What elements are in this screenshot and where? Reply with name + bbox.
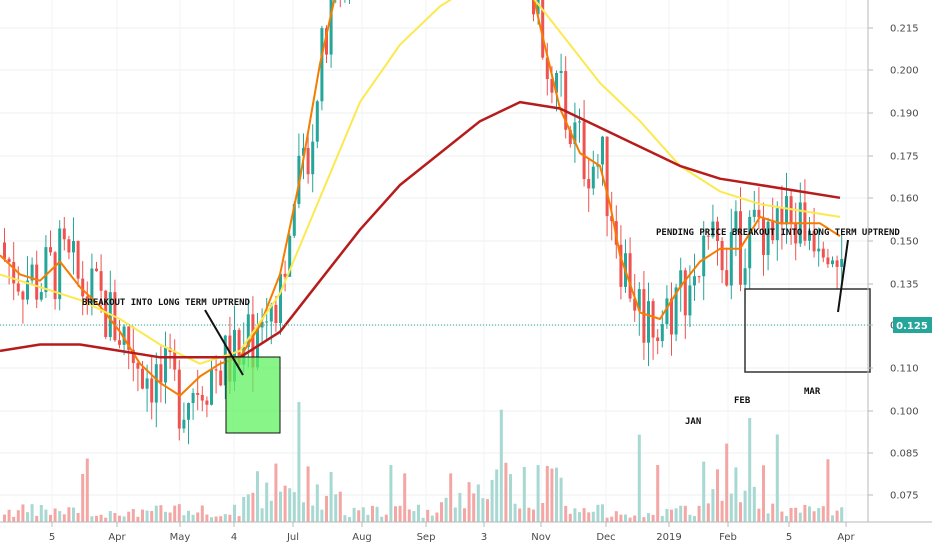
x-tick-label: Feb	[719, 532, 737, 543]
moving-average-line	[0, 0, 841, 365]
x-tick-label: 3	[481, 532, 487, 543]
x-tick-label: Aug	[352, 532, 372, 543]
x-tick-label: 5	[786, 532, 792, 543]
price-label: 0.125	[896, 321, 928, 332]
annotation-jan: JAN	[685, 417, 701, 427]
x-tick-label: May	[170, 532, 191, 543]
y-tick-label: 0.075	[890, 491, 919, 502]
annotation-mar: MAR	[804, 387, 821, 397]
y-tick-label: 0.135	[890, 280, 919, 291]
x-tick-label: Nov	[531, 532, 551, 543]
x-tick-label: Dec	[596, 532, 615, 543]
price-label-bg	[893, 317, 932, 333]
x-tick-label: Apr	[108, 532, 126, 543]
pending-arrow	[837, 239, 849, 313]
pending-box	[744, 288, 871, 373]
y-tick-label: 0.160	[890, 194, 919, 205]
annotation-pending: PENDING PRICE BREAKOUT INTO LONG TERM UP…	[656, 228, 900, 238]
y-tick-label: 0.175	[890, 152, 919, 163]
x-tick-label: 2019	[656, 532, 681, 543]
y-tick-label: 0.110	[890, 364, 919, 375]
annotation-breakout: BREAKOUT INTO LONG TERM UPTREND	[82, 298, 251, 308]
y-tick-label: 0.150	[890, 237, 919, 248]
y-tick-label: 0.190	[890, 109, 919, 120]
y-tick-label: 0.200	[890, 66, 919, 77]
x-axis-ticks: 5 Apr May 4 Jul Aug Sep 3 Nov Dec 2019 Feb 5 Apr	[49, 522, 856, 543]
volume-bars	[3, 401, 844, 522]
breakout-box	[225, 356, 281, 434]
x-tick-label: 4	[231, 532, 237, 543]
moving-averages	[0, 0, 841, 397]
moving-average-line	[0, 100, 841, 359]
moving-average-line	[0, 0, 841, 397]
x-tick-label: Jul	[286, 532, 299, 543]
x-tick-label: Sep	[417, 532, 436, 543]
x-tick-label: 5	[49, 532, 55, 543]
annotation-feb: FEB	[734, 396, 751, 406]
breakout-arrow	[204, 309, 244, 376]
y-tick-label: 0.215	[890, 24, 919, 35]
x-tick-label: Apr	[837, 532, 855, 543]
grid	[0, 0, 868, 522]
y-tick-label: 0.100	[890, 407, 919, 418]
y-tick-label: 0.085	[890, 449, 919, 460]
